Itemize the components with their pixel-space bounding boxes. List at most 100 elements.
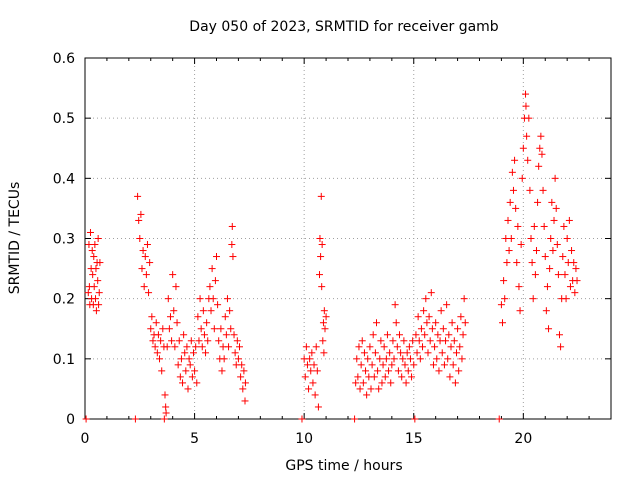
data-point <box>158 367 166 375</box>
data-point <box>211 277 219 285</box>
data-point <box>421 331 429 339</box>
y-tick-label: 0.5 <box>53 111 75 127</box>
data-point <box>543 283 551 291</box>
data-point <box>307 367 315 375</box>
data-point <box>402 379 410 387</box>
data-point <box>215 337 223 345</box>
data-point <box>423 319 431 327</box>
data-point <box>516 307 524 315</box>
data-point <box>497 301 505 309</box>
data-point <box>378 379 386 387</box>
data-point <box>447 343 455 351</box>
data-point <box>321 325 329 333</box>
data-point <box>570 259 578 267</box>
data-point <box>136 235 144 242</box>
data-point <box>419 343 427 351</box>
data-point <box>161 391 169 399</box>
data-point <box>416 355 424 363</box>
data-point <box>318 283 326 291</box>
data-point <box>314 403 322 411</box>
data-point <box>442 337 450 345</box>
data-point <box>369 331 377 339</box>
data-point <box>169 271 177 279</box>
x-axis-label: GPS time / hours <box>285 458 402 474</box>
data-point <box>147 325 155 333</box>
data-point <box>310 361 318 369</box>
data-point <box>377 337 385 345</box>
data-point <box>308 349 316 357</box>
data-point <box>148 313 156 321</box>
data-point <box>452 349 460 357</box>
data-point <box>92 307 100 315</box>
data-point <box>415 337 423 345</box>
data-point <box>184 385 192 393</box>
data-point <box>209 295 217 303</box>
data-point <box>317 253 325 261</box>
data-point <box>301 373 309 381</box>
data-point <box>145 289 153 297</box>
data-point <box>371 349 379 357</box>
data-point <box>376 355 384 363</box>
data-point <box>375 385 383 393</box>
data-point <box>528 259 536 267</box>
data-point <box>380 343 388 351</box>
data-point <box>239 385 247 393</box>
data-point <box>191 367 199 375</box>
data-point <box>388 361 396 369</box>
y-tick-label: 0 <box>66 412 75 428</box>
data-point <box>88 247 96 255</box>
data-point <box>187 337 195 345</box>
data-point <box>230 331 238 339</box>
data-point <box>152 319 160 327</box>
data-point <box>433 355 441 363</box>
data-point <box>512 204 520 212</box>
data-point <box>90 283 98 291</box>
data-point <box>386 349 394 357</box>
data-point <box>540 222 548 230</box>
data-point <box>171 343 179 351</box>
data-point <box>559 253 567 261</box>
data-point <box>458 355 466 363</box>
y-axis-label: SRMTID / TECUs <box>7 182 23 295</box>
data-point <box>413 349 421 357</box>
data-point <box>522 102 530 110</box>
data-point <box>143 241 151 249</box>
data-point <box>182 367 190 375</box>
data-point <box>549 247 557 255</box>
data-point <box>406 355 414 363</box>
data-point <box>368 361 376 369</box>
data-point <box>561 271 569 279</box>
data-point <box>508 168 516 176</box>
data-point <box>426 337 434 345</box>
data-point <box>92 295 100 303</box>
data-point <box>573 277 581 285</box>
data-point <box>537 132 545 140</box>
data-point <box>546 265 554 273</box>
data-point <box>316 271 324 279</box>
data-point <box>179 379 187 387</box>
data-point <box>422 295 430 303</box>
data-point <box>408 373 416 381</box>
data-point <box>511 156 519 164</box>
data-point <box>240 367 248 375</box>
data-point <box>427 289 435 297</box>
data-point <box>411 415 419 423</box>
data-point <box>562 295 570 303</box>
data-point <box>362 367 370 375</box>
data-point <box>157 337 165 345</box>
data-point <box>89 271 97 279</box>
data-point <box>174 361 182 369</box>
data-point <box>162 403 170 411</box>
data-point <box>393 343 401 351</box>
data-point <box>387 379 395 387</box>
data-point <box>554 271 562 279</box>
data-point <box>504 216 512 224</box>
data-point <box>319 337 327 345</box>
data-point <box>91 241 99 249</box>
data-point <box>139 247 147 255</box>
data-point <box>396 331 404 339</box>
data-point <box>237 373 245 381</box>
data-point <box>539 186 547 194</box>
data-point <box>131 415 139 423</box>
data-point <box>84 289 92 297</box>
